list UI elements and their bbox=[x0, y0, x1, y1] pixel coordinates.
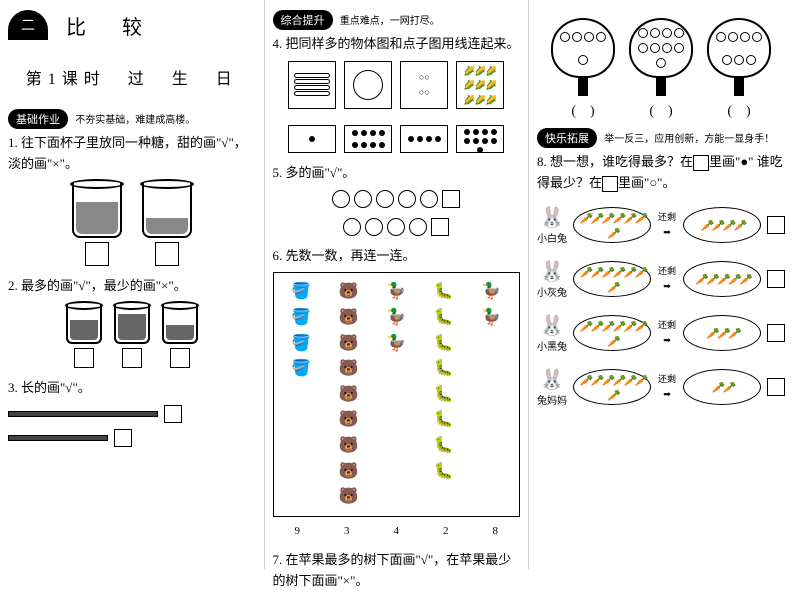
lesson-title: 第1课时 过 生 日 bbox=[8, 65, 256, 89]
bar-short bbox=[8, 435, 108, 441]
q2-cups bbox=[8, 304, 256, 368]
carrots-before: 🥕🥕🥕🥕🥕🥕🥕 bbox=[573, 207, 651, 243]
answer-box[interactable] bbox=[431, 218, 449, 236]
carrots-after: 🥕🥕🥕 bbox=[683, 315, 761, 351]
answer-box[interactable] bbox=[170, 348, 190, 368]
carrots-before: 🥕🥕🥕🥕🥕🥕🥕 bbox=[573, 315, 651, 351]
q1-cups bbox=[8, 183, 256, 266]
arrow-label: 还剩➡ bbox=[657, 372, 677, 401]
carrots-after: 🥕🥕🥕🥕🥕 bbox=[683, 261, 761, 297]
question-7-start: 7. 在苹果最多的树下面画"√"，在苹果最少的树下面画"×"。 bbox=[273, 550, 521, 592]
question-2: 2. 最多的画"√"，最少的画"×"。 bbox=[8, 276, 256, 369]
cup-2 bbox=[142, 183, 192, 266]
extend-badge: 快乐拓展 bbox=[537, 128, 597, 148]
chapter-title: 比 较 bbox=[66, 11, 150, 40]
answer-paren[interactable]: ( ) bbox=[548, 100, 618, 120]
carrots-after: 🥕🥕 bbox=[683, 369, 761, 405]
rabbit-icon: 🐰 bbox=[537, 310, 567, 340]
rabbit-row: 🐰小白兔 🥕🥕🥕🥕🥕🥕🥕 还剩➡ 🥕🥕🥕🥕 bbox=[537, 202, 785, 248]
section-extend: 快乐拓展 举一反三，应用创新，方能一显身手！ bbox=[537, 128, 785, 152]
chapter-badge-icon bbox=[8, 10, 48, 40]
corn-box[interactable]: 🌽🌽🌽🌽🌽🌽🌽🌽🌽 bbox=[456, 61, 504, 109]
eggs-box[interactable]: ○○○○ bbox=[400, 61, 448, 109]
extend-sub: 举一反三，应用创新，方能一显身手！ bbox=[604, 134, 774, 145]
rabbit-icon: 🐰 bbox=[537, 364, 567, 394]
carrots-before: 🥕🥕🥕🥕🥕🥕🥕 bbox=[573, 369, 651, 405]
face-box[interactable] bbox=[344, 61, 392, 109]
comp-sub: 重点难点，一网打尽。 bbox=[340, 16, 440, 27]
carrots-before: 🥕🥕🥕🥕🥕🥕🥕 bbox=[573, 261, 651, 297]
q6-numbers: 93428 bbox=[273, 523, 521, 541]
rabbit-name: 小白兔 bbox=[537, 232, 567, 248]
rabbits-list: 🐰小白兔🥕🥕🥕🥕🥕🥕🥕还剩➡🥕🥕🥕🥕🐰小灰兔🥕🥕🥕🥕🥕🥕🥕还剩➡🥕🥕🥕🥕🥕🐰小黑… bbox=[537, 202, 785, 410]
question-3: 3. 长的画"√"。 bbox=[8, 378, 256, 447]
q3-text: 3. 长的画"√"。 bbox=[8, 378, 256, 399]
question-5: 5. 多的画"√"。 bbox=[273, 163, 521, 236]
banana-box[interactable] bbox=[288, 61, 336, 109]
arrow-label: 还剩➡ bbox=[657, 210, 677, 239]
section-basic: 基础作业 不夯实基础，难建成高楼。 bbox=[8, 109, 256, 133]
rabbit-row: 🐰小黑兔 🥕🥕🥕🥕🥕🥕🥕 还剩➡ 🥕🥕🥕 bbox=[537, 310, 785, 356]
answer-box[interactable] bbox=[767, 216, 785, 234]
connect-area[interactable]: 🪣🪣🪣🪣 🐻🐻🐻🐻🐻🐻🐻🐻🐻 🦆🦆🦆 🐛🐛🐛🐛🐛🐛🐛🐛 🦆🦆 bbox=[273, 272, 521, 516]
q6-text: 6. 先数一数，再连一连。 bbox=[273, 246, 521, 267]
tree-2: ( ) bbox=[626, 18, 696, 120]
bar-long bbox=[8, 411, 158, 417]
dots-9[interactable] bbox=[456, 125, 504, 153]
answer-box[interactable] bbox=[155, 242, 179, 266]
answer-box[interactable] bbox=[85, 242, 109, 266]
apple-row bbox=[273, 218, 521, 236]
answer-box[interactable] bbox=[767, 324, 785, 342]
answer-box[interactable] bbox=[122, 348, 142, 368]
arrow-label: 还剩➡ bbox=[657, 318, 677, 347]
question-4: 4. 把同样多的物体图和点子图用线连起来。 ○○○○ 🌽🌽🌽🌽🌽🌽🌽🌽🌽 bbox=[273, 34, 521, 153]
rabbit-row: 🐰小灰兔 🥕🥕🥕🥕🥕🥕🥕 还剩➡ 🥕🥕🥕🥕🥕 bbox=[537, 256, 785, 302]
column-3: ( ) ( ) ( ) 快乐拓展 举一反三，应用创新，方能一显身手！ 8. 想一… bbox=[529, 0, 793, 569]
answer-box[interactable] bbox=[164, 405, 182, 423]
section-comprehensive: 综合提升 重点难点，一网打尽。 bbox=[273, 10, 521, 34]
rabbit-name: 小黑兔 bbox=[537, 340, 567, 356]
answer-paren[interactable]: ( ) bbox=[626, 100, 696, 120]
basic-sub: 不夯实基础，难建成高楼。 bbox=[75, 115, 195, 126]
question-6: 6. 先数一数，再连一连。 🪣🪣🪣🪣 🐻🐻🐻🐻🐻🐻🐻🐻🐻 🦆🦆🦆 🐛🐛🐛🐛🐛🐛🐛… bbox=[273, 246, 521, 541]
answer-paren[interactable]: ( ) bbox=[704, 100, 774, 120]
q4-text: 4. 把同样多的物体图和点子图用线连起来。 bbox=[273, 34, 521, 55]
basic-badge: 基础作业 bbox=[8, 109, 68, 129]
q7-text: 7. 在苹果最多的树下面画"√"，在苹果最少的树下面画"×"。 bbox=[273, 550, 521, 592]
question-1: 1. 往下面杯子里放同一种糖，甜的画"√"，淡的画"×"。 bbox=[8, 133, 256, 266]
rabbit-name: 小灰兔 bbox=[537, 286, 567, 302]
carrots-after: 🥕🥕🥕🥕 bbox=[683, 207, 761, 243]
worksheet-page: 比 较 第1课时 过 生 日 基础作业 不夯实基础，难建成高楼。 1. 往下面杯… bbox=[0, 0, 793, 569]
answer-box[interactable] bbox=[74, 348, 94, 368]
answer-box[interactable] bbox=[442, 190, 460, 208]
dots-8[interactable] bbox=[344, 125, 392, 153]
q7-trees: ( ) ( ) ( ) bbox=[537, 18, 785, 120]
chapter-header: 比 较 bbox=[8, 10, 150, 40]
peach-row bbox=[273, 190, 521, 208]
cup-1 bbox=[72, 183, 122, 266]
rabbit-icon: 🐰 bbox=[537, 202, 567, 232]
arrow-label: 还剩➡ bbox=[657, 264, 677, 293]
tree-1: ( ) bbox=[548, 18, 618, 120]
q1-text: 1. 往下面杯子里放同一种糖，甜的画"√"，淡的画"×"。 bbox=[8, 133, 256, 175]
rabbit-row: 🐰兔妈妈 🥕🥕🥕🥕🥕🥕🥕 还剩➡ 🥕🥕 bbox=[537, 364, 785, 410]
dots-1[interactable] bbox=[288, 125, 336, 153]
column-1: 比 较 第1课时 过 生 日 基础作业 不夯实基础，难建成高楼。 1. 往下面杯… bbox=[0, 0, 265, 569]
answer-box[interactable] bbox=[114, 429, 132, 447]
question-8: 8. 想一想，谁吃得最多？在里画"●" 谁吃得最少？在里画"○"。 🐰小白兔🥕🥕… bbox=[537, 152, 785, 410]
rabbit-icon: 🐰 bbox=[537, 256, 567, 286]
column-2: 综合提升 重点难点，一网打尽。 4. 把同样多的物体图和点子图用线连起来。 ○○… bbox=[265, 0, 530, 569]
answer-box[interactable] bbox=[767, 270, 785, 288]
rabbit-name: 兔妈妈 bbox=[537, 394, 567, 410]
q2-text: 2. 最多的画"√"，最少的画"×"。 bbox=[8, 276, 256, 297]
comp-badge: 综合提升 bbox=[273, 10, 333, 30]
answer-box[interactable] bbox=[767, 378, 785, 396]
dots-4[interactable] bbox=[400, 125, 448, 153]
tree-3: ( ) bbox=[704, 18, 774, 120]
q5-text: 5. 多的画"√"。 bbox=[273, 163, 521, 184]
q8-text: 8. 想一想，谁吃得最多？在里画"●" 谁吃得最少？在里画"○"。 bbox=[537, 152, 785, 194]
